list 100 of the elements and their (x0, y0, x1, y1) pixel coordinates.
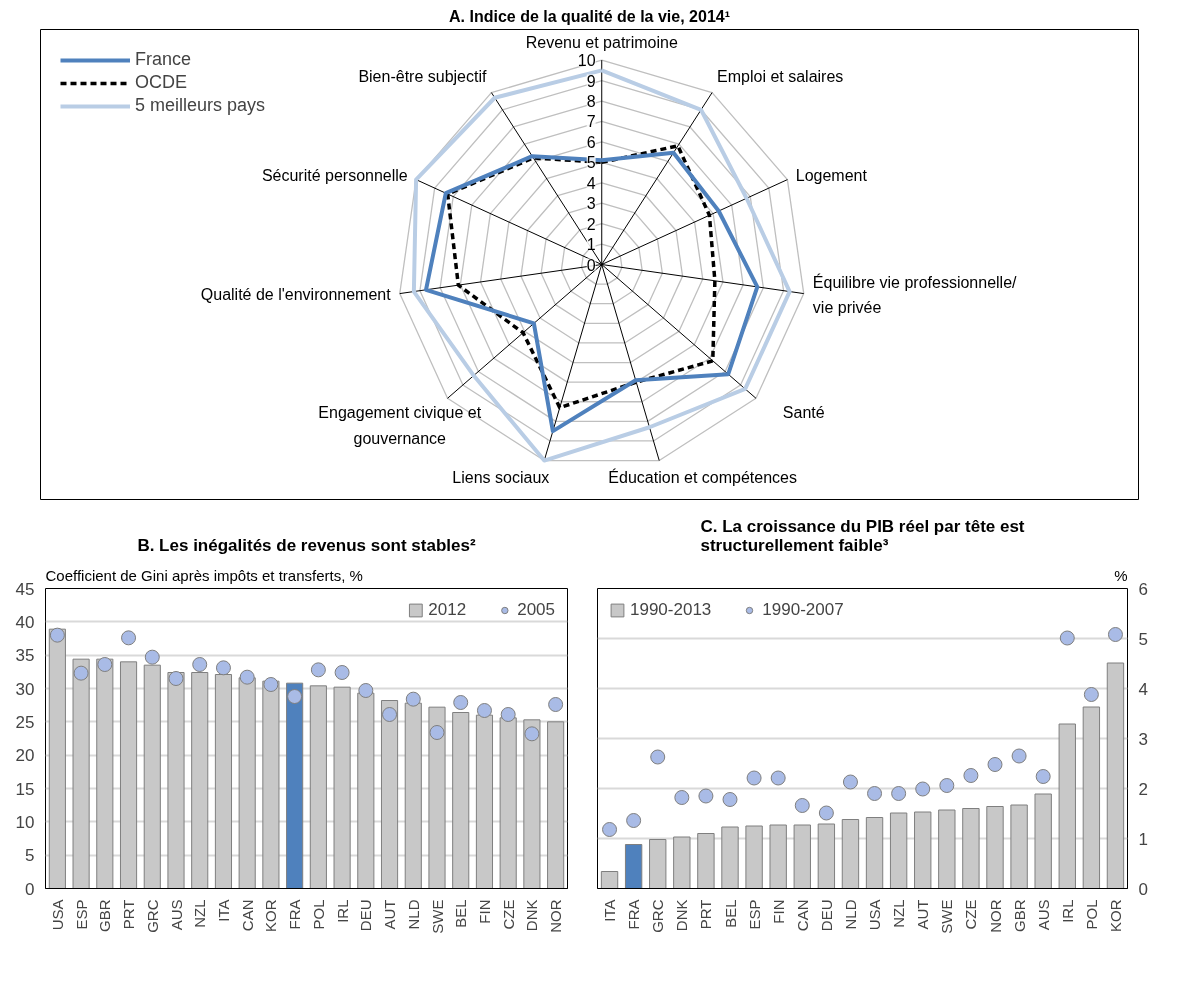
x-tick-label: NOR (986, 899, 1004, 933)
legend-label: 2012 (428, 600, 467, 620)
point (1107, 627, 1123, 642)
bar (309, 685, 327, 889)
y-tick-label: 40 (15, 612, 35, 632)
point (1083, 687, 1099, 702)
y-tick-label: 0 (586, 256, 596, 274)
point (963, 768, 979, 783)
point (97, 657, 113, 672)
y-tick-label: 20 (15, 746, 35, 766)
x-tick-label: FIN (769, 899, 787, 924)
point (287, 689, 303, 704)
bar (986, 806, 1004, 889)
x-tick-label: PRT (697, 899, 715, 930)
bar (624, 844, 643, 889)
x-tick-label: SWE (428, 899, 446, 934)
bar (817, 823, 836, 889)
bar (962, 808, 980, 889)
point (674, 790, 690, 805)
y-tick-label: 15 (15, 779, 35, 799)
x-tick-label: NLD (404, 899, 422, 930)
point (722, 792, 738, 807)
point (1059, 630, 1075, 646)
point (358, 683, 374, 698)
x-tick-label: PRT (120, 899, 138, 930)
bar (380, 700, 399, 889)
point (144, 649, 160, 665)
bar (721, 826, 739, 889)
point (334, 665, 350, 680)
spoke-label: Bien-être subjectif (358, 67, 487, 85)
point (915, 781, 931, 797)
point (310, 662, 326, 678)
x-tick-label: ESP (72, 899, 90, 930)
x-tick-label: NZL (890, 899, 908, 928)
y-tick-label: 10 (15, 812, 35, 832)
y-tick-label: 3 (586, 195, 596, 213)
point (1011, 748, 1027, 764)
y2-tick-label: 5 (1138, 629, 1148, 649)
bar (428, 706, 446, 889)
point (650, 749, 666, 765)
bar (914, 811, 932, 889)
point (939, 778, 955, 793)
y-tick-label: 2 (586, 215, 596, 233)
x-tick-label: DNK (673, 899, 691, 932)
y-tick-label: 4 (586, 174, 596, 192)
x-tick-label: FRA (286, 899, 304, 930)
legend-label: 1990-2013 (630, 600, 712, 620)
bar (523, 719, 541, 889)
point (429, 725, 445, 740)
chart-title: B. Les inégalités de revenus sont stables² (137, 535, 476, 555)
x-tick-label: SWE (938, 899, 956, 934)
bar (167, 672, 185, 889)
x-tick-label: USA (866, 899, 884, 931)
x-tick-label: IRL (333, 899, 351, 923)
x-tick-label: NLD (841, 899, 859, 930)
x-tick-label: CAN (793, 899, 811, 932)
x-tick-label: NOR (547, 899, 565, 933)
spoke-label: Sécurité personnelle (261, 167, 408, 185)
bar (793, 824, 811, 889)
x-tick-label: CAN (238, 899, 256, 932)
point (121, 630, 137, 646)
bar (1058, 723, 1076, 889)
bar (262, 680, 280, 889)
bar (697, 833, 715, 889)
legend-label: 1990-2007 (762, 600, 844, 620)
bar (889, 812, 908, 889)
y-tick-label: 35 (15, 646, 35, 666)
spoke-label: Engagement civique et gouvernance (318, 404, 482, 447)
x-tick-label: DEU (357, 899, 375, 932)
bar (865, 817, 884, 889)
y-axis-title: Coefficient de Gini après impôts et transferts, % (45, 566, 363, 584)
point (746, 770, 762, 786)
x-tick-label: DNK (523, 899, 541, 932)
x-tick-label: BEL (721, 899, 739, 928)
x-tick-label: CZE (499, 899, 517, 930)
point (49, 627, 65, 643)
y-tick-label: 10 (577, 52, 596, 70)
spoke-label: Qualité de l'environnement (200, 286, 392, 304)
y-tick-label: 8 (586, 93, 596, 111)
y-tick-label: 6 (586, 133, 596, 151)
x-tick-label: FRA (625, 899, 643, 930)
y2-tick-label: 0 (1138, 879, 1148, 899)
bar (1082, 706, 1101, 889)
y-tick-label: 45 (15, 579, 35, 599)
bar (333, 686, 351, 889)
point (867, 786, 883, 801)
y-tick-label: 0 (25, 879, 35, 899)
bar (1106, 662, 1125, 889)
x-tick-label: GBR (1010, 899, 1028, 932)
y2-axis-title: % (1114, 566, 1128, 584)
x-tick-label: IRL (1058, 899, 1076, 923)
point (263, 677, 279, 692)
x-tick-label: GRC (143, 899, 161, 933)
bar (72, 658, 90, 889)
spoke-label: Santé (782, 404, 825, 422)
x-tick-label: AUT (914, 899, 932, 930)
x-tick-label: ESP (745, 899, 763, 930)
x-tick-label: KOR (1106, 899, 1124, 932)
y2-tick-label: 4 (1138, 679, 1148, 699)
bar (841, 819, 860, 889)
